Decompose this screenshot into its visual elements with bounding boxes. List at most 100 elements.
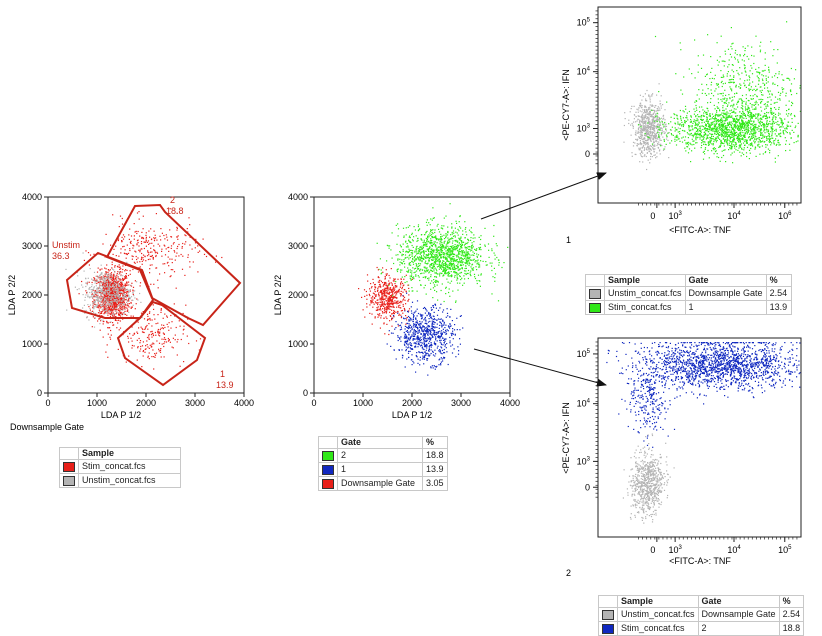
scatter-point [413,314,414,315]
scatter-point [138,231,139,232]
scatter-point [402,277,403,278]
scatter-point [438,310,439,311]
scatter-point [433,329,434,330]
scatter-point [460,215,461,216]
scatter-point [447,308,448,309]
scatter-point [113,298,114,299]
scatter-point [367,281,368,282]
scatter-point [380,292,381,293]
scatter-point [141,253,142,254]
scatter-point [90,305,91,306]
scatter-point [95,281,96,282]
scatter-point [147,344,148,345]
scatter-point [465,259,466,260]
scatter-point [409,264,410,265]
scatter-point [412,349,413,350]
scatter-point [177,341,178,342]
scatter-point [428,260,429,261]
scatter-point [115,309,116,310]
scatter-point [424,346,425,347]
scatter-point [418,275,419,276]
scatter-point [447,266,448,267]
scatter-point [406,234,407,235]
scatter-point [409,327,410,328]
scatter-point [103,309,104,310]
scatter-point [428,329,429,330]
scatter-point [399,314,400,315]
scatter-point [407,272,408,273]
scatter-point [478,275,479,276]
scatter-point [434,262,435,263]
scatter-point [449,267,450,268]
scatter-point [145,349,146,350]
scatter-point [421,339,422,340]
scatter-point [129,300,130,301]
scatter-point [659,108,660,109]
scatter-point [462,230,463,231]
scatter-point [100,279,101,280]
scatter-point [89,287,90,288]
scatter-point [417,356,418,357]
scatter-point [428,278,429,279]
scatter-point [90,296,91,297]
scatter-point [93,277,94,278]
scatter-point [413,316,414,317]
scatter-point [118,296,119,297]
scatter-point [498,300,499,301]
scatter-point [451,226,452,227]
scatter-point [408,347,409,348]
scatter-point [383,305,384,306]
scatter-point [441,324,442,325]
scatter-point [399,325,400,326]
scatter-point [443,263,444,264]
y-tick-label: 4000 [288,192,308,202]
scatter-point [110,321,111,322]
scatter-point [425,337,426,338]
scatter-point [115,285,116,286]
scatter-point [436,277,437,278]
scatter-point [141,313,142,314]
scatter-point [408,249,409,250]
scatter-point [409,255,410,256]
scatter-point [120,310,121,311]
scatter-point [100,274,101,275]
scatter-point [176,253,177,254]
scatter-point [416,248,417,249]
scatter-point [110,330,111,331]
scatter-point [412,291,413,292]
scatter-point [394,289,395,290]
scatter-point [137,257,138,258]
scatter-point [439,325,440,326]
scatter-point [151,356,152,357]
scatter-point [443,331,444,332]
scatter-point [426,268,427,269]
y-tick-label: 2000 [22,290,42,300]
scatter-point [420,273,421,274]
scatter-point [92,280,93,281]
scatter-point [94,272,95,273]
scatter-point [108,312,109,313]
scatter-point [148,252,149,253]
scatter-point [418,230,419,231]
scatter-point [468,265,469,266]
scatter-point [122,300,123,301]
scatter-point [364,289,365,290]
scatter-point [143,350,144,351]
scatter-point [189,224,190,225]
gate-2[interactable] [107,205,240,325]
scatter-point [656,156,657,157]
scatter-point [103,307,104,308]
scatter-point [416,263,417,264]
scatter-point [101,291,102,292]
scatter-point [458,252,459,253]
scatter-point [417,363,418,364]
scatter-point [473,246,474,247]
gate-1[interactable] [118,302,205,385]
scatter-point [98,302,99,303]
scatter-point [427,263,428,264]
scatter-point [449,241,450,242]
scatter-point [168,326,169,327]
scatter-point [417,240,418,241]
scatter-point [451,228,452,229]
scatter-point [410,257,411,258]
